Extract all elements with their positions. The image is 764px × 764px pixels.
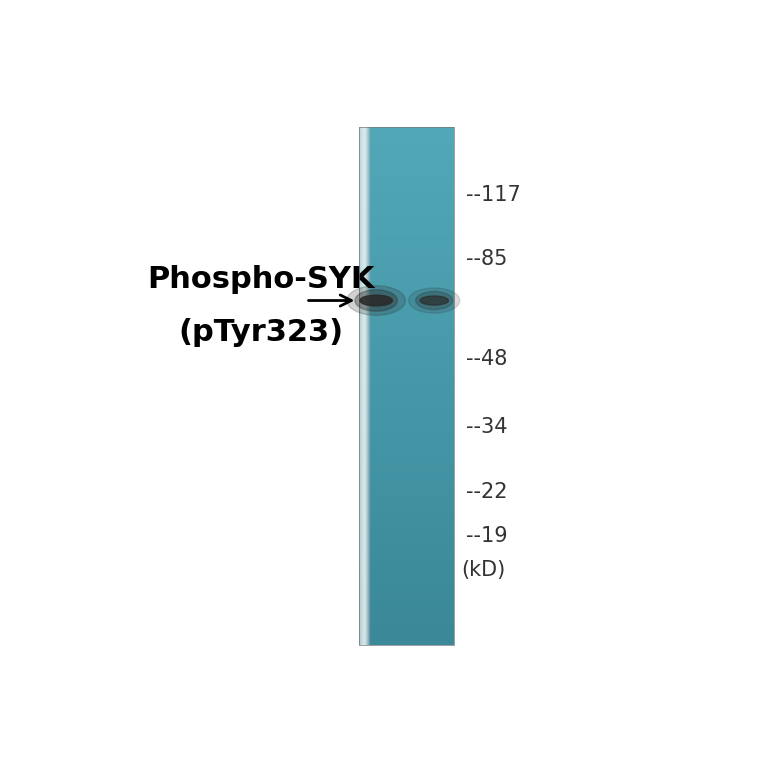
Text: --117: --117 bbox=[465, 185, 520, 205]
Bar bbox=[359, 127, 454, 645]
Ellipse shape bbox=[360, 295, 393, 306]
Text: (kD): (kD) bbox=[461, 560, 506, 580]
Ellipse shape bbox=[416, 291, 452, 309]
Text: --34: --34 bbox=[465, 417, 507, 437]
Bar bbox=[361, 127, 365, 645]
Bar bbox=[365, 127, 370, 645]
Text: Phospho-SYK: Phospho-SYK bbox=[147, 265, 375, 294]
Bar bbox=[364, 127, 369, 645]
Bar bbox=[361, 127, 366, 645]
Bar bbox=[364, 127, 370, 645]
Ellipse shape bbox=[355, 290, 397, 311]
Bar bbox=[363, 127, 368, 645]
Bar bbox=[362, 127, 367, 645]
Bar bbox=[359, 127, 364, 645]
Text: --48: --48 bbox=[465, 349, 507, 369]
Ellipse shape bbox=[420, 296, 448, 305]
Text: --22: --22 bbox=[465, 482, 507, 502]
Bar bbox=[364, 127, 368, 645]
Ellipse shape bbox=[409, 288, 460, 313]
Ellipse shape bbox=[347, 286, 406, 316]
Bar bbox=[363, 127, 367, 645]
Text: (pTyr323): (pTyr323) bbox=[179, 319, 344, 348]
Bar bbox=[366, 127, 371, 645]
Text: --85: --85 bbox=[465, 249, 507, 270]
Bar bbox=[359, 127, 364, 645]
Text: --19: --19 bbox=[465, 526, 507, 545]
Bar bbox=[362, 127, 367, 645]
Bar bbox=[361, 127, 366, 645]
Bar bbox=[360, 127, 364, 645]
